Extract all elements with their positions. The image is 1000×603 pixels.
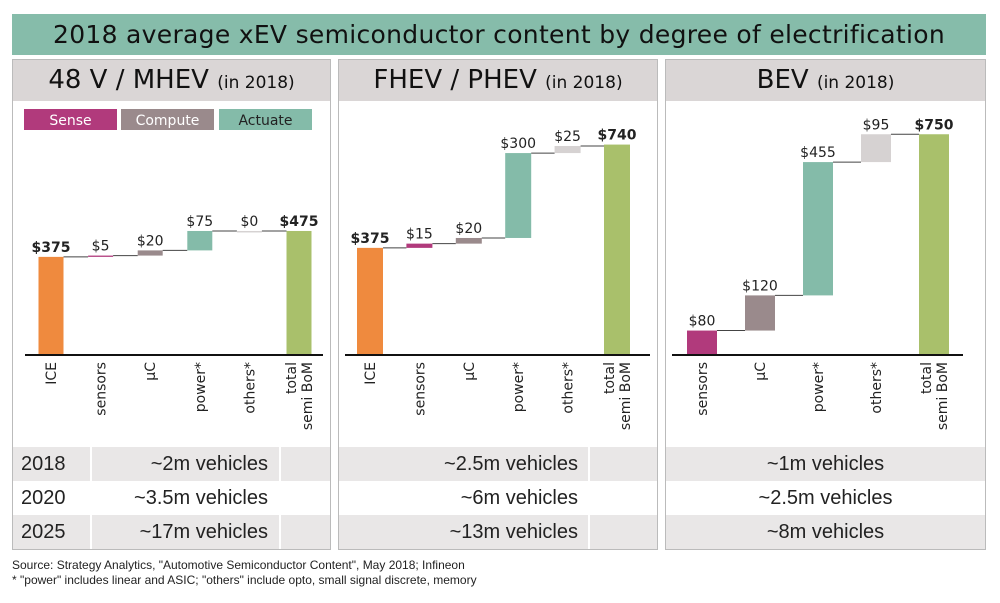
vehicle-count: ~6m vehicles — [460, 487, 578, 509]
bar-power — [803, 162, 833, 296]
value-label: $750 — [915, 117, 954, 133]
legend-swatch-compute — [121, 109, 214, 130]
legend-label: Actuate — [238, 113, 292, 129]
value-label: $5 — [92, 239, 110, 255]
category-label: power* — [811, 362, 827, 412]
value-label: $475 — [280, 214, 319, 230]
vehicle-count: ~13m vehicles — [449, 521, 578, 543]
year: 2020 — [21, 487, 66, 509]
bar-ice — [357, 247, 383, 354]
panel-title: BEV — [756, 65, 809, 95]
category-label: semi BoM — [300, 362, 316, 430]
source-note: Source: Strategy Analytics, "Automotive … — [12, 558, 465, 572]
value-label: $95 — [863, 117, 890, 133]
category-label: µC — [753, 362, 769, 381]
legend-label: Sense — [49, 113, 91, 129]
category-label: total — [602, 362, 618, 394]
vehicle-count: ~8m vehicles — [766, 521, 885, 543]
vehicle-count: ~17m vehicles — [139, 521, 268, 543]
bar-power — [187, 230, 213, 251]
value-label: $120 — [742, 278, 778, 294]
bar-others — [554, 145, 581, 154]
panel-title: FHEV / PHEV — [373, 65, 537, 95]
value-label: $25 — [554, 129, 581, 145]
bar-sensors — [406, 243, 433, 248]
year: 2018 — [21, 453, 66, 475]
value-label: $15 — [406, 227, 433, 243]
table-row: ~1m vehicles — [666, 447, 985, 481]
category-label: power* — [193, 362, 209, 412]
category-label: total — [919, 362, 935, 394]
category-label: sensors — [94, 362, 110, 416]
category-label: µC — [462, 362, 478, 381]
table-row: ~8m vehicles — [666, 515, 985, 549]
panel-subtitle: (in 2018) — [217, 73, 295, 93]
value-label: $75 — [186, 214, 213, 230]
table-row: ~6m vehicles — [339, 481, 657, 515]
vehicle-count: ~2m vehicles — [150, 453, 268, 475]
bar-uc — [745, 295, 775, 331]
category-label: others* — [242, 362, 258, 414]
table-row: ~2.5m vehicles — [339, 447, 657, 481]
footnote: * "power" includes linear and ASIC; "oth… — [12, 573, 477, 587]
panel-mhev: 48 V / MHEV (in 2018) 2018 ~2m vehicles 2… — [12, 59, 331, 550]
panel-subtitle: (in 2018) — [816, 73, 895, 93]
bar-others — [236, 230, 262, 233]
table-row: 2020 ~3.5m vehicles — [13, 481, 330, 515]
category-label: total — [284, 362, 300, 394]
table-row: ~2.5m vehicles — [666, 481, 985, 515]
bar-sensors — [687, 330, 717, 354]
value-label: $300 — [500, 136, 536, 152]
vehicle-count: ~1m vehicles — [766, 453, 885, 475]
year: 2025 — [21, 521, 66, 543]
table-row: 2025 ~17m vehicles — [13, 515, 330, 549]
category-label: power* — [511, 362, 527, 412]
vehicle-count: ~3.5m vehicles — [134, 487, 268, 509]
legend-swatch-sense — [24, 109, 117, 130]
category-label: semi BoM — [618, 362, 634, 430]
value-label: $375 — [32, 240, 71, 256]
category-label: others* — [869, 362, 885, 414]
value-label: $20 — [137, 233, 164, 249]
bar-ice — [38, 256, 64, 354]
value-label: $375 — [351, 231, 390, 247]
panel-header: FHEV / PHEV (in 2018) — [339, 60, 657, 101]
bar-total — [286, 230, 312, 354]
bar-others — [861, 134, 891, 163]
table-row: 2018 ~2m vehicles — [13, 447, 330, 481]
value-label: $20 — [455, 221, 482, 237]
value-label: $740 — [598, 128, 637, 144]
vehicle-count: ~2.5m vehicles — [444, 453, 578, 475]
category-label: µC — [143, 362, 159, 381]
value-label: $80 — [689, 314, 716, 330]
bar-power — [505, 153, 532, 238]
vehicle-count: ~2.5m vehicles — [758, 487, 893, 509]
category-label: semi BoM — [935, 362, 951, 430]
bar-uc — [137, 250, 163, 256]
main-title: 2018 average xEV semiconductor content b… — [12, 14, 986, 55]
category-label: ICE — [44, 362, 60, 385]
value-label: $0 — [240, 214, 258, 230]
category-label: sensors — [695, 362, 711, 416]
panel-header: 48 V / MHEV (in 2018) — [13, 60, 330, 101]
legend-label: Compute — [136, 113, 200, 129]
category-label: ICE — [363, 362, 379, 385]
panel-subtitle: (in 2018) — [545, 73, 623, 93]
bar-total — [604, 144, 630, 354]
value-label: $455 — [800, 145, 836, 161]
category-label: others* — [561, 362, 577, 414]
table-row: ~13m vehicles — [339, 515, 657, 549]
bar-total — [919, 134, 949, 354]
bar-uc — [455, 237, 482, 244]
category-label: sensors — [412, 362, 428, 416]
bar-sensors — [88, 255, 114, 257]
panel-header: BEV (in 2018) — [666, 60, 985, 101]
panel-title: 48 V / MHEV — [48, 65, 209, 95]
legend-swatch-actuate — [219, 109, 312, 130]
